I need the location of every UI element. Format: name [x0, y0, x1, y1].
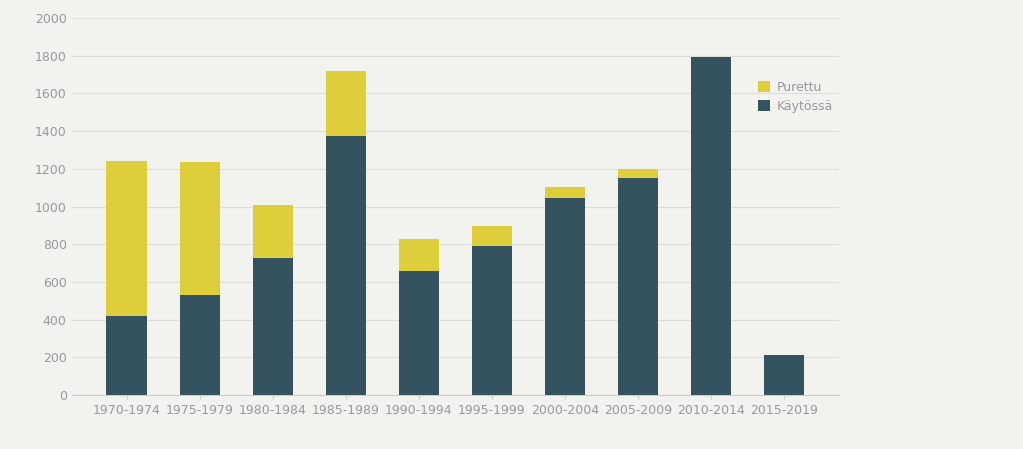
- Bar: [544, 187, 585, 198]
- Bar: [106, 316, 146, 395]
- Bar: [691, 57, 731, 395]
- Bar: [472, 246, 512, 395]
- Bar: [544, 198, 585, 395]
- Legend: Purettu, Käytössä: Purettu, Käytössä: [758, 81, 833, 113]
- Bar: [618, 178, 658, 395]
- Bar: [325, 136, 366, 395]
- Bar: [179, 162, 220, 295]
- Bar: [399, 271, 439, 395]
- Bar: [106, 161, 146, 316]
- Bar: [325, 71, 366, 136]
- Bar: [253, 205, 293, 259]
- Bar: [179, 295, 220, 395]
- Bar: [472, 226, 512, 246]
- Bar: [399, 238, 439, 271]
- Bar: [253, 259, 293, 395]
- Bar: [764, 355, 804, 395]
- Bar: [618, 169, 658, 178]
